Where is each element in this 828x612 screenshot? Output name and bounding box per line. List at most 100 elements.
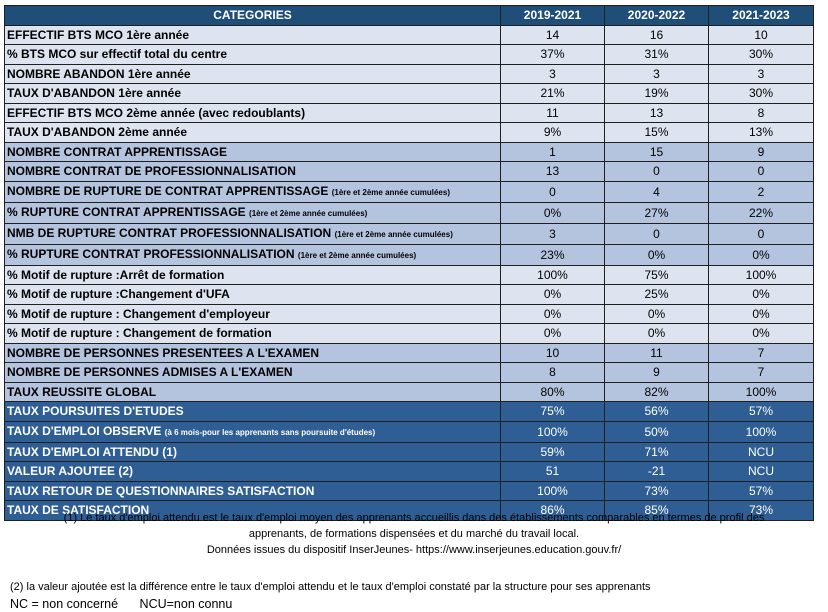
value-cell: 3 — [500, 63, 605, 84]
row-label: TAUX RETOUR DE QUESTIONNAIRES SATISFACTI… — [7, 483, 315, 498]
row-label: TAUX D'ABANDON 1ère année — [7, 86, 181, 101]
value-cell: -21 — [604, 461, 709, 482]
row-label-cell: % Motif de rupture : Changement d'employ… — [4, 303, 501, 324]
table-row: TAUX D'ABANDON 2ème année 9% 15% 13% — [4, 122, 814, 143]
value-cell: 3 — [604, 63, 709, 84]
value-cell: 51 — [500, 461, 605, 482]
row-label-cell: TAUX RETOUR DE QUESTIONNAIRES SATISFACTI… — [4, 480, 501, 501]
row-label-cell: TAUX D'EMPLOI ATTENDU (1) — [4, 441, 501, 462]
value-cell: 30% — [708, 83, 814, 104]
row-label-note: (à 6 mois-pour les apprenants sans pours… — [164, 427, 376, 437]
table-row: NOMBRE CONTRAT DE PROFESSIONNALISATION 13… — [4, 161, 814, 182]
table-row: NOMBRE ABANDON 1ère année 3 3 3 — [4, 63, 814, 84]
table-row: % Motif de rupture : Changement d'employ… — [4, 303, 814, 324]
row-label-note: (1ère et 2ème année cumulées) — [334, 229, 453, 239]
table-row: NOMBRE CONTRAT APPRENTISSAGE 1 15 9 — [4, 141, 814, 162]
value-cell: 50% — [604, 420, 709, 443]
value-cell: 27% — [604, 201, 709, 224]
row-label: TAUX D'EMPLOI OBSERVE — [7, 423, 162, 438]
abbrev-nc: NC = non concerné — [10, 597, 119, 611]
row-label-cell: % BTS MCO sur effectif total du centre — [4, 44, 501, 65]
value-cell: 37% — [500, 44, 605, 65]
row-label-cell: % Motif de rupture :Changement d'UFA — [4, 284, 501, 305]
table-row: TAUX POURSUITES D'ETUDES 75% 56% 57% — [4, 401, 814, 422]
row-label-note: (1ère et 2ème année cumulées) — [331, 187, 450, 197]
row-label-note: (1ère et 2ème année cumulées) — [297, 250, 417, 260]
value-cell: 13 — [500, 161, 605, 182]
value-cell: 0% — [604, 303, 709, 324]
value-cell: 8 — [500, 362, 605, 383]
value-cell: 57% — [708, 401, 814, 422]
row-label-cell: TAUX D'ABANDON 1ère année — [4, 83, 501, 104]
value-cell: 0 — [500, 180, 605, 203]
value-cell: 0% — [604, 323, 709, 344]
value-cell: 59% — [500, 441, 605, 462]
row-label: VALEUR AJOUTEE (2) — [7, 464, 134, 479]
row-label-cell: TAUX D'ABANDON 2ème année — [4, 122, 501, 143]
value-cell: 100% — [500, 264, 605, 285]
value-cell: 10 — [708, 24, 814, 45]
value-cell: 0% — [708, 284, 814, 305]
value-cell: 0 — [708, 161, 814, 182]
row-label-cell: NOMBRE ABANDON 1ère année — [4, 63, 501, 84]
value-cell: 75% — [604, 264, 709, 285]
row-label-cell: % Motif de rupture :Arrêt de formation — [4, 264, 501, 285]
value-cell: 19% — [604, 83, 709, 104]
value-cell: 9 — [604, 362, 709, 383]
value-cell: 73% — [708, 500, 814, 521]
row-label: TAUX D'EMPLOI ATTENDU (1) — [7, 444, 177, 459]
value-cell: 0% — [500, 323, 605, 344]
row-label: NMB DE RUPTURE CONTRAT PROFESSIONNALISAT… — [7, 225, 332, 240]
table-row: % RUPTURE CONTRAT PROFESSIONNALISATION (… — [4, 243, 814, 266]
value-cell: 3 — [708, 63, 814, 84]
row-label: TAUX D'ABANDON 2ème année — [7, 125, 187, 140]
value-cell: 75% — [500, 401, 605, 422]
footnote-2: (2) la valeur ajoutée est la différence … — [10, 581, 651, 593]
value-cell: 0% — [708, 243, 814, 266]
row-label: % Motif de rupture : Changement d'employ… — [7, 306, 270, 321]
value-cell: 86% — [500, 500, 605, 521]
value-cell: 0 — [604, 222, 709, 245]
value-cell: 7 — [708, 362, 814, 383]
row-label-cell: EFFECTIF BTS MCO 1ère année — [4, 24, 501, 45]
value-cell: 15% — [604, 122, 709, 143]
row-label: NOMBRE DE RUPTURE DE CONTRAT APPRENTISSA… — [7, 183, 329, 198]
footnote-1-line-1: (1) Le taux d'emploi attendu est le taux… — [63, 512, 765, 524]
table-row: % Motif de rupture : Changement de forma… — [4, 323, 814, 344]
row-label: % Motif de rupture : Changement de forma… — [7, 326, 272, 341]
row-label-cell: TAUX REUSSITE GLOBAL — [4, 381, 501, 402]
value-cell: 3 — [500, 222, 605, 245]
value-cell: 16 — [604, 24, 709, 45]
value-cell: 11 — [500, 102, 605, 123]
table-row: TAUX REUSSITE GLOBAL 80% 82% 100% — [4, 381, 814, 402]
value-cell: 9% — [500, 122, 605, 143]
value-cell: 4 — [604, 180, 709, 203]
table-row: TAUX D'EMPLOI OBSERVE (à 6 mois-pour les… — [4, 420, 814, 443]
row-label-cell: NOMBRE DE RUPTURE DE CONTRAT APPRENTISSA… — [4, 180, 501, 203]
row-label: % RUPTURE CONTRAT PROFESSIONNALISATION — [7, 246, 295, 261]
header-2019-2021: 2019-2021 — [500, 5, 605, 26]
value-cell: 13% — [708, 122, 814, 143]
value-cell: 100% — [500, 480, 605, 501]
value-cell: 0 — [604, 161, 709, 182]
row-label-cell: % RUPTURE CONTRAT PROFESSIONNALISATION (… — [4, 243, 501, 266]
value-cell: 56% — [604, 401, 709, 422]
table-row: TAUX D'EMPLOI ATTENDU (1) 59% 71% NCU — [4, 441, 814, 462]
row-label-cell: NOMBRE DE PERSONNES ADMISES A L'EXAMEN — [4, 362, 501, 383]
row-label: % Motif de rupture :Changement d'UFA — [7, 287, 230, 302]
row-label: NOMBRE CONTRAT DE PROFESSIONNALISATION — [7, 164, 296, 179]
header-2021-2023: 2021-2023 — [708, 5, 814, 26]
value-cell: 82% — [604, 381, 709, 402]
footnote-1-line-2: apprenants, de formations dispensées et … — [248, 528, 580, 540]
abbreviations: NC = non concerné NCU=non connu — [10, 596, 824, 612]
table-row: NOMBRE DE PERSONNES ADMISES A L'EXAMEN 8 9… — [4, 362, 814, 383]
table-row: TAUX D'ABANDON 1ère année 21% 19% 30% — [4, 83, 814, 104]
row-label-cell: TAUX POURSUITES D'ETUDES — [4, 401, 501, 422]
row-label-cell: EFFECTIF BTS MCO 2ème année (avec redoub… — [4, 102, 501, 123]
value-cell: 71% — [604, 441, 709, 462]
row-label-cell: NMB DE RUPTURE CONTRAT PROFESSIONNALISAT… — [4, 222, 501, 245]
table-row: NMB DE RUPTURE CONTRAT PROFESSIONNALISAT… — [4, 222, 814, 245]
value-cell: 11 — [604, 342, 709, 363]
row-label-cell: VALEUR AJOUTEE (2) — [4, 461, 501, 482]
row-label: TAUX REUSSITE GLOBAL — [7, 384, 157, 399]
